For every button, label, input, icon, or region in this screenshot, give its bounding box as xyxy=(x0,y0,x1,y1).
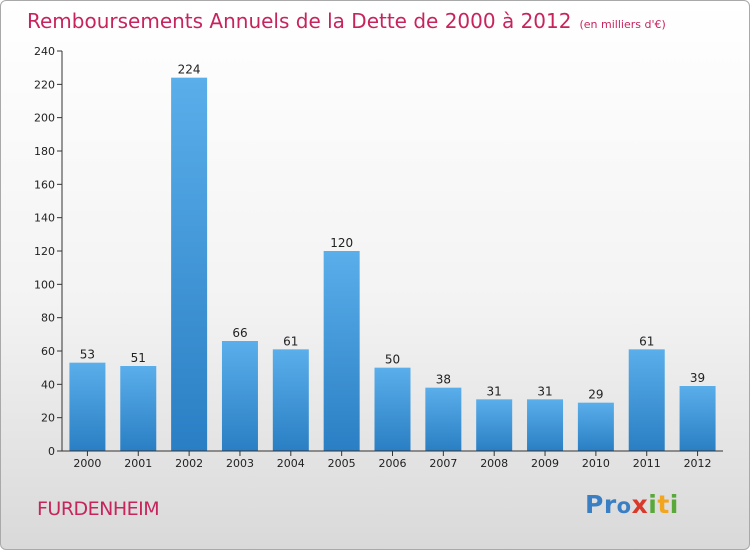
bar xyxy=(323,251,360,451)
bar-value-label: 66 xyxy=(232,326,247,340)
bar-value-label: 120 xyxy=(330,236,353,250)
y-tick-label: 100 xyxy=(34,278,55,291)
proxiti-logo: Proxiti xyxy=(585,490,679,519)
bar-value-label: 61 xyxy=(283,334,298,348)
bar xyxy=(272,349,309,451)
logo-letter: t xyxy=(657,490,670,519)
bar xyxy=(120,366,157,451)
chart-title-text: Remboursements Annuels de la Dette de 20… xyxy=(27,9,572,33)
logo-letter: i xyxy=(669,490,679,519)
y-tick-label: 20 xyxy=(41,412,55,425)
logo-letter: i xyxy=(648,490,658,519)
bar-value-label: 31 xyxy=(537,384,552,398)
y-tick-label: 120 xyxy=(34,245,55,258)
x-tick-label: 2011 xyxy=(633,457,661,470)
bar xyxy=(527,399,564,451)
bar xyxy=(577,402,614,451)
x-tick-label: 2004 xyxy=(277,457,305,470)
y-tick-label: 0 xyxy=(48,445,55,458)
y-tick-label: 200 xyxy=(34,112,55,125)
y-tick-label: 140 xyxy=(34,212,55,225)
x-tick-label: 2003 xyxy=(226,457,254,470)
x-axis: 2000 2001 2002 2003 2004 2005 2006 2007 2008 2009… xyxy=(62,450,723,470)
x-tick-label: 2010 xyxy=(582,457,610,470)
x-tick-label: 2008 xyxy=(480,457,508,470)
bar xyxy=(425,387,462,451)
bar xyxy=(628,349,665,451)
bar xyxy=(374,367,411,451)
logo-letter: o xyxy=(616,494,632,518)
x-tick-label: 2002 xyxy=(175,457,203,470)
y-axis: 0 20 40 60 80 100 120 140 160 180 200 220 240 xyxy=(34,45,63,458)
y-tick-label: 40 xyxy=(41,378,55,391)
bar xyxy=(476,399,513,451)
bar-value-label: 61 xyxy=(639,334,654,348)
x-tick-label: 2005 xyxy=(328,457,356,470)
x-tick-label: 2009 xyxy=(531,457,559,470)
bar-value-label: 51 xyxy=(131,351,146,365)
y-tick-label: 240 xyxy=(34,45,55,58)
x-tick-label: 2007 xyxy=(429,457,457,470)
bar-value-label: 38 xyxy=(436,373,451,387)
bar xyxy=(69,362,106,451)
y-tick-label: 220 xyxy=(34,78,55,91)
logo-letter: x xyxy=(631,490,649,519)
x-tick-label: 2000 xyxy=(73,457,101,470)
bar xyxy=(171,77,208,452)
bar-value-label: 31 xyxy=(487,384,502,398)
x-tick-label: 2012 xyxy=(684,457,712,470)
x-tick-label: 2001 xyxy=(124,457,152,470)
city-name: FURDENHEIM xyxy=(37,498,160,520)
chart-unit: (en milliers d'€) xyxy=(579,18,666,31)
bar-value-label: 53 xyxy=(80,348,95,362)
y-tick-label: 80 xyxy=(41,312,55,325)
bars: 53 51 224 66 61 120 50 38 31 31 29 61 39 xyxy=(69,63,716,452)
y-tick-label: 160 xyxy=(34,178,55,191)
y-tick-label: 60 xyxy=(41,345,55,358)
bar-value-label: 39 xyxy=(690,371,705,385)
logo-letter: P xyxy=(585,490,604,519)
x-tick-label: 2006 xyxy=(379,457,407,470)
y-tick-label: 180 xyxy=(34,145,55,158)
chart-title: Remboursements Annuels de la Dette de 20… xyxy=(27,9,666,33)
logo-letter: r xyxy=(603,490,617,519)
bar-value-label: 50 xyxy=(385,353,400,367)
bar-value-label: 224 xyxy=(178,63,201,77)
bar xyxy=(679,386,716,451)
bar xyxy=(221,341,258,451)
bar-value-label: 29 xyxy=(588,388,603,402)
